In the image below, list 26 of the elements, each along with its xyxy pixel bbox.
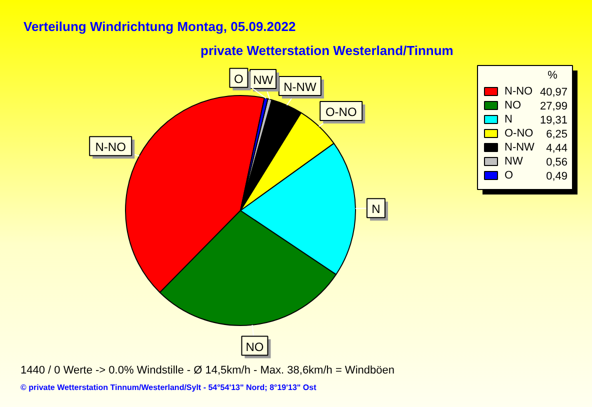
chart-title: Verteilung Windrichtung Montag, 05.09.2022 — [24, 19, 296, 34]
data-label: 40,97 — [540, 86, 568, 98]
slice-label: N-NO — [95, 140, 126, 154]
data-label: 4,44 — [546, 142, 568, 154]
legend-label: O-NO — [504, 128, 534, 140]
slice-label: O — [234, 72, 244, 86]
data-label: 19,31 — [540, 114, 568, 126]
legend-label: N-NW — [504, 142, 536, 154]
legend-title: % — [548, 70, 558, 82]
data-label: 0,56 — [546, 156, 568, 168]
legend-label: N-NO — [504, 86, 534, 98]
legend-label: O — [504, 170, 514, 182]
legend-label: NW — [504, 156, 524, 168]
legend-label: NO — [504, 100, 522, 112]
slice-label: N-NW — [284, 80, 317, 94]
legend-label: N — [504, 114, 512, 126]
data-label: 6,25 — [546, 128, 568, 140]
data-label: 0,49 — [546, 170, 568, 182]
slice-label: NW — [253, 72, 274, 87]
slice-label: N — [372, 202, 380, 216]
text: 1440 / 0 Werte -> 0.0% Windstille - Ø 14,5km/h - Max. 38,6km/h = Windböen — [20, 364, 394, 376]
slice-label: NO — [246, 340, 264, 354]
chart-subtitle: private Wetterstation Westerland/Tinnum — [200, 43, 454, 58]
data-label: 27,99 — [540, 100, 568, 112]
text: © private Wetterstation Tinnum/Westerland/Sylt - 54°54'13" Nord; 8°19'13" Ost — [20, 383, 317, 392]
slice-label: O-NO — [325, 105, 357, 120]
